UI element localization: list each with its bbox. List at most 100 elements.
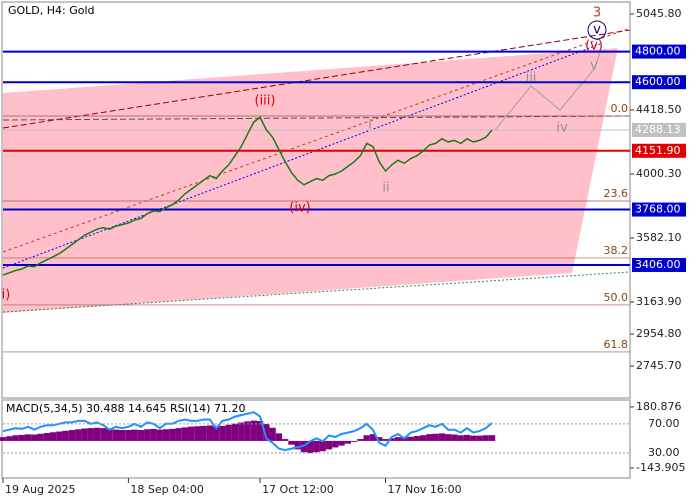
chart-title: GOLD, H4: Gold <box>8 4 95 17</box>
macd-bar <box>43 433 51 441</box>
wave-path <box>494 51 601 131</box>
macd-bar <box>106 429 113 441</box>
x-tick-label: 17 Nov 16:00 <box>387 483 461 496</box>
fib-label: 61.8 <box>604 338 629 351</box>
macd-bar <box>376 437 383 441</box>
x-tick-label: 17 Oct 12:00 <box>262 483 334 496</box>
level-label: 4288.13 <box>635 123 681 136</box>
macd-bar <box>250 420 257 441</box>
macd-bar <box>307 440 314 454</box>
fib-label: 50.0 <box>604 291 629 304</box>
macd-bar <box>112 429 119 441</box>
macd-bar <box>344 440 351 444</box>
macd-bar <box>62 430 69 441</box>
macd-bar <box>125 430 132 441</box>
wave-label: (iii) <box>255 94 276 109</box>
y-tick-label: 180.876 <box>636 400 682 413</box>
macd-bar <box>269 427 276 441</box>
macd-bar <box>275 433 283 441</box>
macd-bar <box>231 423 239 441</box>
trend-line <box>2 115 631 121</box>
macd-bar <box>213 426 220 441</box>
macd-bar <box>24 434 32 441</box>
macd-bar <box>150 428 157 441</box>
fib-label: 0.0 <box>611 102 629 115</box>
macd-bar <box>332 440 339 448</box>
macd-bar <box>93 427 101 441</box>
macd-bar <box>118 430 126 441</box>
macd-bar <box>31 434 38 441</box>
macd-bar <box>319 440 326 452</box>
macd-bar <box>470 435 477 441</box>
level-label-bg <box>632 75 686 90</box>
macd-bar <box>50 432 57 441</box>
wave-label: i) <box>2 288 11 303</box>
macd-bar <box>288 440 295 445</box>
trend-line <box>2 29 631 129</box>
level-label-bg <box>632 122 686 137</box>
macd-bar <box>169 428 176 441</box>
macd-bar <box>413 436 420 441</box>
macd-bar <box>407 436 414 441</box>
macd-bar <box>6 436 13 441</box>
wave-label: i <box>368 118 372 133</box>
macd-bar <box>68 430 76 441</box>
level-label-bg <box>632 257 686 272</box>
macd-bar <box>219 425 226 441</box>
macd-bar <box>476 435 483 441</box>
channel-shading <box>3 48 618 313</box>
macd-bar <box>282 439 289 441</box>
macd-bar <box>238 422 245 441</box>
level-label: 3768.00 <box>635 203 681 216</box>
wave-label: iv <box>556 121 568 136</box>
macd-bar <box>162 429 170 441</box>
wave-label: iii <box>526 71 537 86</box>
level-label: 3406.00 <box>635 258 681 271</box>
macd-bar <box>75 429 82 441</box>
y-tick-label: 5045.80 <box>636 7 682 20</box>
macd-bar <box>338 440 345 446</box>
macd-bar <box>12 435 19 441</box>
macd-bar <box>56 431 63 441</box>
macd-bar <box>388 438 395 441</box>
macd-bar <box>263 423 270 441</box>
macd-bar <box>313 440 320 453</box>
level-label: 4600.00 <box>635 75 681 88</box>
price-line <box>2 116 493 276</box>
macd-bar <box>463 434 471 441</box>
wave-label: v <box>590 59 598 74</box>
macd-bar <box>294 440 301 450</box>
macd-bar <box>451 434 458 441</box>
wave-label: ii <box>382 181 389 196</box>
y-tick-label: 2954.80 <box>636 327 682 340</box>
macd-bar <box>426 434 433 441</box>
macd-bar <box>350 440 358 442</box>
macd-bar <box>419 435 427 441</box>
wave-circle <box>587 20 607 40</box>
level-label-bg <box>632 143 686 158</box>
trend-line <box>2 27 631 253</box>
indicator-title: MACD(5,34,5) 30.488 14.645 RSI(14) 71.20 <box>6 402 245 415</box>
macd-bar <box>37 433 44 441</box>
wave-label: 3 <box>593 6 601 21</box>
macd-bar <box>131 429 138 441</box>
macd-bar <box>18 434 25 441</box>
fib-label: 38.2 <box>604 244 629 257</box>
macd-bar <box>432 433 439 441</box>
y-tick-label: 3163.90 <box>636 295 682 308</box>
macd-bar <box>200 425 207 441</box>
wave-label: (iv) <box>289 201 310 216</box>
macd-bar <box>81 428 88 441</box>
macd-bar <box>457 435 464 441</box>
macd-bar <box>369 434 377 441</box>
rsi-line <box>2 411 493 452</box>
level-label: 4151.90 <box>635 144 681 157</box>
level-label-bg <box>632 202 686 217</box>
y-tick-label: 3582.10 <box>636 231 682 244</box>
macd-bar <box>144 429 151 441</box>
y-tick-label: -143.905 <box>636 461 685 474</box>
y2-tick-label: 30.00 <box>648 446 680 459</box>
macd-bar <box>363 435 370 441</box>
main-frame <box>1 1 631 399</box>
